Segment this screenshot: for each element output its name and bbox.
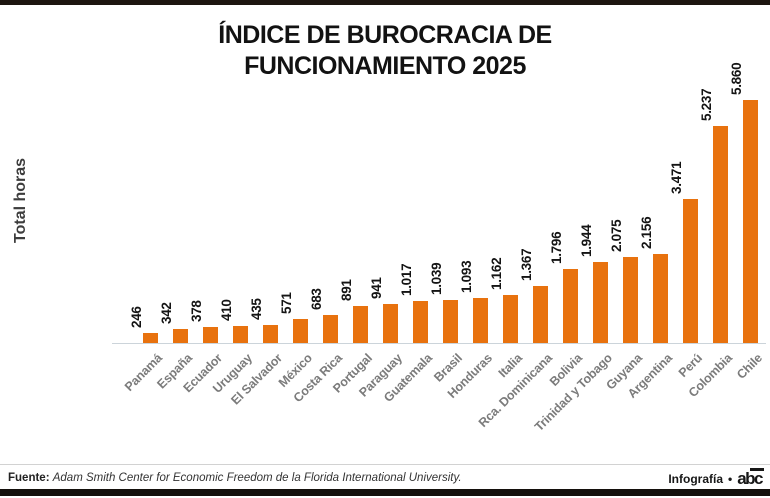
bar — [293, 319, 308, 343]
bar — [533, 286, 548, 343]
bar-value-label: 2.156 — [639, 216, 654, 249]
page-title-line1: ÍNDICE DE BUROCRACIA DE — [218, 21, 552, 49]
bar — [713, 126, 728, 343]
bar-value-label: 1.367 — [519, 248, 534, 281]
bar — [653, 254, 668, 343]
bar — [233, 326, 248, 343]
bar-value-label: 378 — [189, 300, 204, 322]
bar — [623, 257, 638, 343]
bar-value-label: 1.796 — [549, 231, 564, 264]
bar-value-label: 2.075 — [609, 219, 624, 252]
bar — [173, 329, 188, 343]
bar — [563, 269, 578, 343]
bar-value-label: 1.944 — [579, 224, 594, 257]
bar — [473, 298, 488, 343]
bar — [263, 325, 278, 343]
footer-divider — [0, 464, 770, 465]
bar-value-label: 5.860 — [729, 62, 744, 95]
abc-color-logo: abc — [737, 468, 764, 488]
bar-value-label: 571 — [279, 292, 294, 314]
bar-value-label: 683 — [309, 288, 324, 310]
bar-value-label: 5.237 — [699, 88, 714, 121]
bar — [203, 327, 218, 343]
bar — [443, 300, 458, 343]
abc-logo-detail — [750, 468, 764, 471]
credit-bullet: • — [728, 471, 733, 486]
bar-value-label: 410 — [219, 299, 234, 321]
top-border-bar — [0, 0, 770, 5]
source-text: Adam Smith Center for Economic Freedom d… — [52, 472, 462, 484]
bottom-border-bar — [0, 489, 770, 496]
credit-label: Infografía — [668, 471, 723, 486]
source-label: Fuente: — [8, 472, 50, 484]
page-title: ÍNDICE DE BUROCRACIA DE FUNCIONAMIENTO 2… — [0, 20, 770, 82]
bar-value-label: 1.017 — [399, 263, 414, 296]
bar — [143, 333, 158, 343]
bar-value-label: 1.162 — [489, 257, 504, 290]
bar — [503, 295, 518, 343]
bar — [743, 100, 758, 343]
page-title-line2: FUNCIONAMIENTO 2025 — [244, 52, 526, 80]
bar-value-label: 1.093 — [459, 260, 474, 293]
bar — [323, 315, 338, 343]
bar — [413, 301, 428, 343]
bar-value-label: 891 — [339, 279, 354, 301]
credit-line: Infografía • abc — [668, 468, 764, 488]
bar-value-label: 3.471 — [669, 161, 684, 194]
x-axis-line — [112, 343, 766, 344]
bar-value-label: 941 — [369, 277, 384, 299]
bar — [683, 199, 698, 343]
bar-value-label: 435 — [249, 298, 264, 320]
bar-value-label: 246 — [129, 306, 144, 328]
bar-value-label: 1.039 — [429, 262, 444, 295]
bar — [383, 304, 398, 343]
source-note: Fuente: Adam Smith Center for Economic F… — [8, 472, 462, 484]
bar-value-label: 342 — [159, 302, 174, 324]
bar — [353, 306, 368, 343]
abc-logo-text: abc — [737, 469, 763, 488]
bar — [593, 262, 608, 343]
